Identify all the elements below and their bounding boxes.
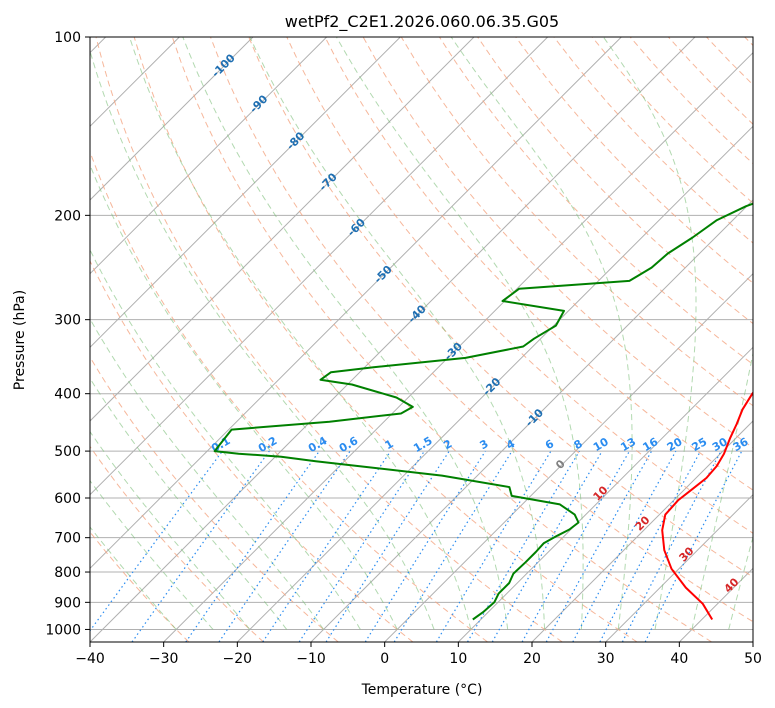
x-tick-label: 10: [449, 651, 467, 667]
moist-adiabat: [90, 479, 214, 630]
moist-adiabat: [728, 535, 753, 630]
y-tick-label: 900: [54, 595, 81, 611]
mixing-ratio-line: [298, 450, 425, 642]
dry-adiabat: [171, 37, 712, 642]
dry-adiabat: [90, 445, 264, 642]
mixing-ratio-line: [262, 450, 392, 642]
isotherm-line: [90, 37, 549, 496]
y-tick-label: 500: [54, 444, 81, 460]
moist-adiabat: [691, 350, 753, 630]
isotherm-line: [457, 346, 753, 642]
y-axis-ticks: 100 200 300 400 500 600 700 800 900 1000: [45, 30, 90, 638]
y-axis-title: Pressure (hPa): [12, 290, 28, 390]
isotherm-line: [90, 37, 328, 275]
y-tick-label: 600: [54, 491, 81, 507]
plot-background: [90, 37, 753, 642]
dry-adiabat: [515, 37, 753, 284]
y-tick-label: 800: [54, 565, 81, 581]
isotherm-line: [163, 51, 753, 642]
isotherm-line: [605, 493, 753, 642]
isotherm-line: [384, 272, 753, 642]
moist-adiabat: [182, 37, 509, 630]
x-axis-ticks: −40 −30 −20 −10 0 10 20 30 40 50: [75, 642, 762, 667]
dry-adiabat: [90, 259, 414, 642]
chart-title: wetPf2_C2E1.2026.060.06.35.G05: [285, 12, 559, 32]
x-axis-title: Temperature (°C): [361, 682, 483, 698]
moist-adiabat: [90, 248, 361, 630]
x-tick-label: 30: [597, 651, 615, 667]
mixing-ratio-line: [435, 450, 552, 642]
y-tick-label: 200: [54, 208, 81, 224]
moist-adiabat: [335, 37, 584, 630]
dry-adiabat: [324, 37, 753, 491]
dry-adiabat: [95, 37, 563, 642]
background-reference-lines: [90, 37, 753, 642]
moist-adiabat: [90, 317, 324, 630]
x-tick-label: −40: [75, 651, 105, 667]
dewpoint-profile: [213, 202, 753, 621]
moist-adiabat: [129, 37, 472, 630]
isotherm-line: [90, 37, 254, 201]
isotherm-line: [90, 37, 696, 642]
x-tick-label: −10: [296, 651, 326, 667]
y-tick-label: 300: [54, 313, 81, 329]
moist-adiabat: [450, 37, 633, 630]
mixing-ratio-line: [572, 450, 677, 642]
mixing-ratio-line: [466, 450, 580, 642]
dry-adiabat: [286, 37, 753, 534]
x-tick-label: 40: [670, 651, 688, 667]
moist-adiabat: [90, 49, 435, 630]
x-tick-label: 50: [744, 651, 762, 667]
isotherm-line: [531, 420, 753, 642]
y-tick-label: 400: [54, 387, 81, 403]
isotherm-line: [90, 37, 475, 422]
y-tick-label: 1000: [45, 622, 81, 638]
moist-adiabat: [90, 377, 288, 630]
mixing-ratio-line: [325, 450, 450, 642]
x-tick-label: −20: [223, 651, 253, 667]
moist-adiabat: [90, 526, 177, 630]
moist-adiabat: [249, 37, 546, 630]
mixing-ratio-line: [393, 450, 513, 642]
temperature-profile: [661, 391, 753, 621]
sounding-profiles: [213, 202, 753, 621]
x-tick-label: 20: [523, 651, 541, 667]
isotherm-line: [90, 37, 622, 570]
dry-adiabat: [133, 37, 638, 642]
moist-adiabat: [602, 37, 697, 630]
y-tick-label: 700: [54, 531, 81, 547]
x-tick-label: −30: [149, 651, 179, 667]
mixing-ratio-line: [364, 450, 486, 642]
mixing-ratio-line: [599, 450, 702, 642]
moist-adiabat: [90, 430, 251, 630]
y-tick-label: 100: [54, 30, 81, 46]
plot-frame: [89, 36, 754, 643]
dry-adiabat: [248, 37, 753, 578]
isotherm-line: [90, 37, 401, 349]
dry-adiabat: [210, 37, 753, 623]
mixing-ratio-line: [185, 450, 320, 642]
x-tick-label: 0: [380, 651, 389, 667]
isotherm-line: [236, 125, 753, 642]
mixing-ratio-line: [218, 450, 351, 642]
